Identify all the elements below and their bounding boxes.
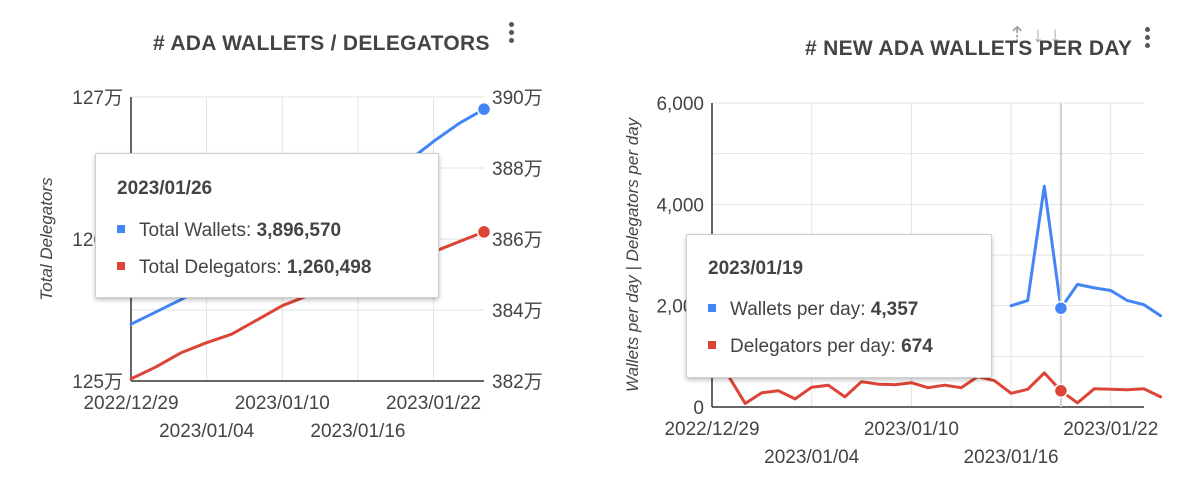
legend-swatch-delegators [117,262,125,270]
tooltip-label: Delegators per day: [730,336,902,357]
chart-title: # ADA WALLETS / DELEGATORS [153,32,490,55]
x-tick-label: 2023/01/22 [386,393,481,414]
tooltip-row-wallets: Wallets per day: 4,357 [708,299,918,321]
y-axis-title: Wallets per day | Delegators per day [623,116,642,392]
tooltip-row-delegators: Total Delegators: 1,260,498 [117,257,371,279]
x-tick-label: 2023/01/10 [235,393,330,414]
tooltip-row-wallets: Total Wallets: 3,896,570 [117,220,341,242]
tooltip-date: 2023/01/19 [708,258,804,279]
sort-arrows-icon: ⇡ ↓ ↓ [1008,22,1061,47]
highlight-point-wallets-per-day [1053,300,1069,316]
x-tick-label: 2022/12/29 [664,419,759,440]
tooltip-label: Total Wallets: [139,220,257,241]
series-line-delegators-per-day [710,371,1163,405]
chart-tooltip: 2023/01/26 Total Wallets: 3,896,570 Tota… [95,153,439,298]
tooltip-value: 4,357 [870,299,919,320]
tooltip-value: 1,260,498 [286,257,372,278]
highlight-point-delegators-per-day [1053,383,1069,399]
y2-tick-label: 388万 [492,159,543,180]
y-tick-label: 127万 [72,88,123,109]
more-options-icon[interactable] [1142,27,1152,51]
more-options-icon[interactable] [506,22,516,46]
x-tick-label: 2023/01/04 [159,421,255,442]
highlight-point-total-wallets [476,101,492,117]
y2-tick-label: 384万 [492,301,543,322]
y2-tick-label: 390万 [492,88,543,109]
x-tick-label: 2023/01/16 [310,421,405,442]
legend-swatch-wallets [117,225,125,233]
tooltip-value: 3,896,570 [256,220,342,241]
legend-swatch-delegators [708,341,716,349]
wallets-delegators-chart-panel: # ADA WALLETS / DELEGATORS 125万126万127万3… [37,22,543,442]
legend-swatch-wallets [708,304,716,312]
chart-title: # NEW ADA WALLETS PER DAY [805,37,1133,60]
x-tick-label: 2023/01/22 [1063,419,1158,440]
y-axis-title: Total Delegators [37,177,56,301]
y2-tick-label: 386万 [492,230,543,251]
tooltip-date: 2023/01/26 [117,178,213,199]
y2-tick-label: 382万 [492,372,543,393]
x-tick-label: 2023/01/04 [764,447,860,468]
highlight-point-total-delegators [476,224,492,240]
y-tick-label: 125万 [72,372,123,393]
y-tick-label: 6,000 [656,94,704,115]
x-tick-label: 2023/01/16 [964,447,1059,468]
chart-tooltip: 2023/01/19 Wallets per day: 4,357 Delega… [686,234,992,378]
x-tick-label: 2022/12/29 [83,393,178,414]
series-line-wallets-per-day [1009,184,1163,318]
tooltip-row-delegators: Delegators per day: 674 [708,336,933,358]
tooltip-label: Total Delegators: [139,257,287,278]
y-tick-label: 0 [693,398,704,419]
tooltip-label: Wallets per day: [730,299,871,320]
new-wallets-per-day-chart-panel: ⇡ ↓ ↓ # NEW ADA WALLETS PER DAY 0 2,000 4,… [600,0,1200,483]
y-tick-label: 4,000 [656,195,704,216]
x-tick-label: 2023/01/10 [864,419,959,440]
tooltip-value: 674 [901,336,933,357]
